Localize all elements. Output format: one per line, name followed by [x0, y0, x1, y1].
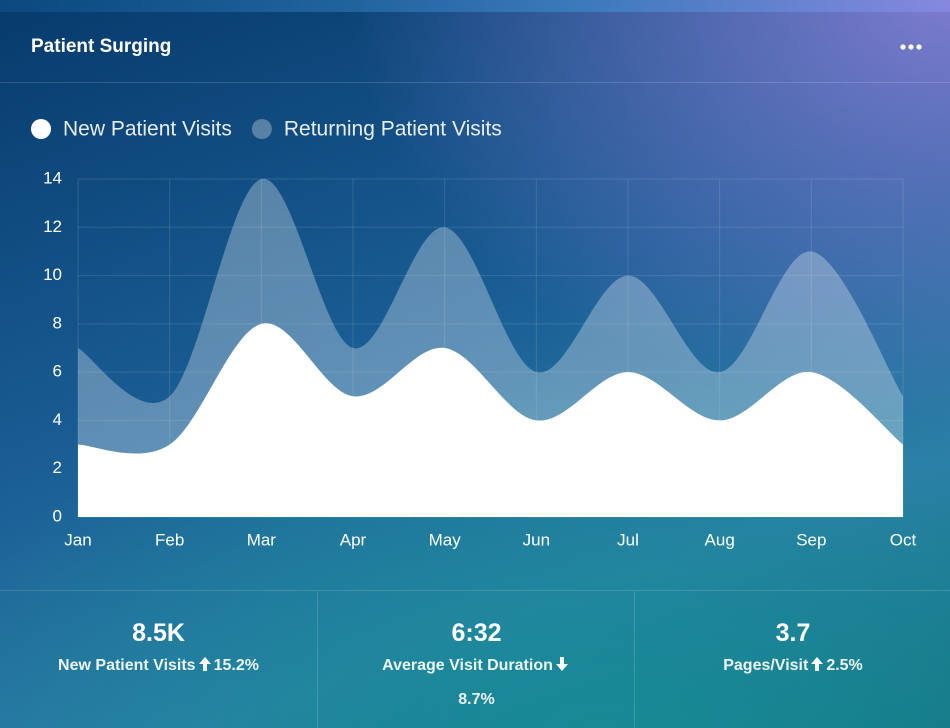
y-tick-label: 14	[43, 168, 62, 187]
menu-button[interactable]	[900, 42, 924, 52]
x-tick-label: Jan	[64, 530, 91, 549]
stat-change: 15.2%	[213, 657, 259, 674]
card-title: Patient Surging	[31, 36, 172, 57]
stat-value: 6:32	[451, 619, 502, 647]
stat-label: New Patient Visits	[58, 657, 196, 674]
up-arrow	[811, 657, 824, 671]
stats-row: 8.5K New Patient Visits 15.2% 6:32 Averag…	[0, 590, 950, 728]
x-tick-label: Apr	[340, 530, 367, 549]
stat-change: 8.7%	[458, 691, 495, 708]
x-tick-label: Sep	[796, 530, 826, 549]
x-tick-label: Mar	[247, 530, 277, 549]
x-tick-label: Jun	[523, 530, 550, 549]
legend-label: New Patient Visits	[63, 118, 232, 141]
stat: 8.5K New Patient Visits 15.2%	[0, 591, 317, 728]
legend-marker	[251, 119, 272, 139]
stat-change: 2.5%	[826, 657, 863, 674]
stat-value: 8.5K	[132, 619, 185, 647]
down-arrow	[555, 657, 568, 671]
y-tick-label: 2	[53, 458, 62, 477]
x-tick-label: Oct	[890, 530, 917, 549]
stat: 6:32 Average Visit Duration 8.7%	[317, 591, 635, 728]
chart: New Patient Visits Returning Patient Visi…	[31, 118, 917, 549]
x-tick-label: Aug	[705, 530, 735, 549]
y-tick-label: 10	[43, 265, 62, 284]
stat-label: Average Visit Duration	[382, 657, 553, 674]
stat-label: Pages/Visit	[723, 657, 809, 674]
x-tick-label: Jul	[617, 530, 639, 549]
legend-marker	[31, 119, 51, 139]
divider	[0, 82, 950, 83]
y-tick-label: 0	[53, 506, 62, 525]
legend-label: Returning Patient Visits	[284, 118, 502, 141]
y-tick-label: 6	[53, 362, 62, 381]
top-bar	[0, 0, 950, 12]
area	[78, 323, 903, 517]
y-tick-label: 12	[43, 217, 62, 236]
up-arrow	[198, 657, 211, 671]
x-tick-label: Feb	[155, 530, 184, 549]
x-tick-label: May	[429, 530, 462, 549]
y-tick-label: 4	[53, 410, 62, 429]
y-tick-label: 8	[53, 313, 62, 332]
stat: 3.7 Pages/Visit 2.5%	[634, 591, 950, 728]
stat-value: 3.7	[775, 619, 811, 647]
